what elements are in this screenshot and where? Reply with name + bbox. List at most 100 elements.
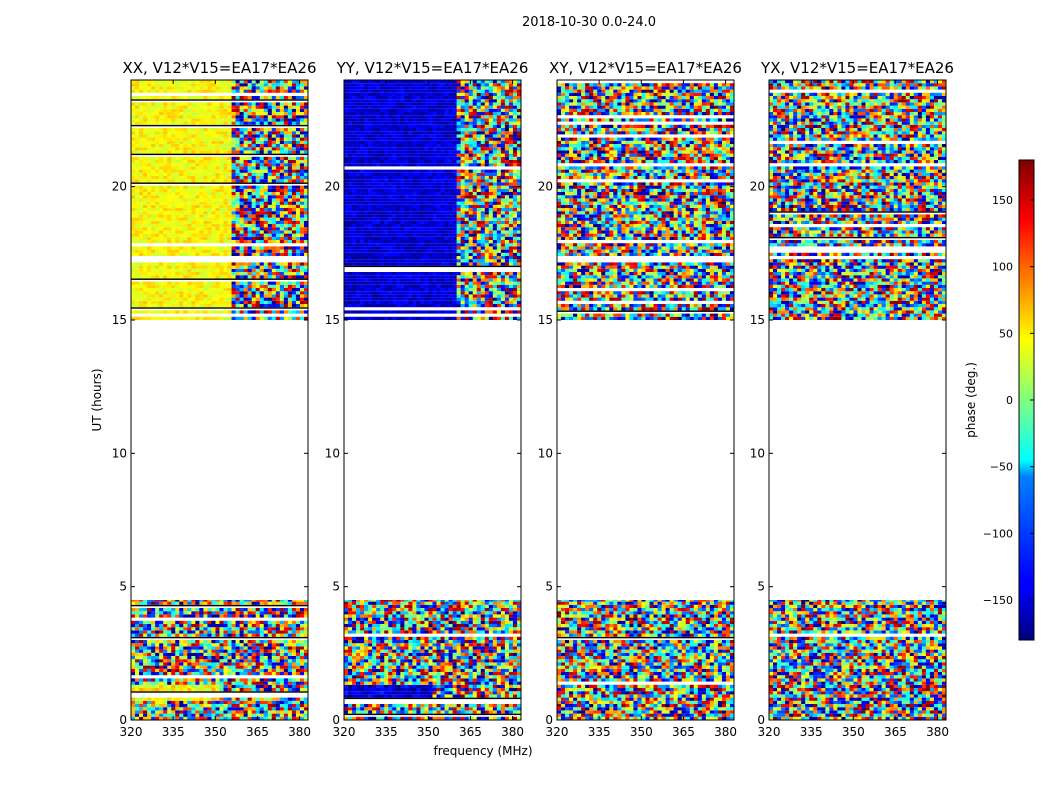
heatmap-cell [404,707,408,710]
heatmap-cell [408,669,412,672]
heatmap-cell [428,666,432,669]
heatmap-cell [457,662,461,665]
heatmap-cell [364,666,368,669]
heatmap-cell [163,134,167,137]
heatmap-cell [195,227,199,230]
heatmap-cell [215,163,219,166]
heatmap-cell [368,662,372,665]
heatmap-cell [384,710,388,713]
heatmap-cell [236,678,240,681]
heatmap-cell [296,166,300,169]
heatmap-cell [292,122,296,125]
heatmap-cell [380,691,384,694]
heatmap-cell [292,310,296,313]
heatmap-cell [203,600,207,602]
heatmap-cell [131,288,135,291]
heatmap-cell [131,621,135,624]
heatmap-cell [224,144,228,147]
heatmap-cell [167,253,171,256]
heatmap-cell [256,630,260,633]
heatmap-cell [175,163,179,166]
heatmap-cell [360,675,364,678]
heatmap-cell [199,262,203,265]
heatmap-cell [163,246,167,249]
heatmap-cell [404,694,408,697]
heatmap-cell [220,224,224,227]
heatmap-cell [256,710,260,713]
heatmap-cell [139,96,143,99]
heatmap-cell [457,682,461,685]
heatmap-cell [264,621,268,624]
heatmap-cell [296,179,300,182]
heatmap-cell [207,134,211,137]
heatmap-cell [276,179,280,182]
heatmap-cell [163,269,167,272]
heatmap-cell [248,179,252,182]
heatmap-cell [272,704,276,707]
heatmap-cell [240,102,244,105]
heatmap-cell [509,675,513,678]
heatmap-cell [300,659,304,662]
heatmap-cell [155,630,159,633]
heatmap-cell [135,96,139,99]
heatmap-cell [284,710,288,713]
heatmap-cell [131,600,135,602]
heatmap-cell [207,224,211,227]
heatmap-cell [183,688,187,691]
heatmap-cell [400,704,404,707]
heatmap-cell [151,202,155,205]
heatmap-cell [203,266,207,269]
heatmap-cell [167,147,171,150]
heatmap-cell [183,166,187,169]
heatmap-cell [256,102,260,105]
heatmap-cell [195,288,199,291]
heatmap-cell [155,659,159,662]
heatmap-cell [167,205,171,208]
heatmap-cell [268,704,272,707]
heatmap-cell [236,192,240,195]
heatmap-cell [268,253,272,256]
heatmap-cell [280,166,284,169]
heatmap-cell [280,666,284,669]
heatmap-cell [203,240,207,243]
heatmap-cell [248,685,252,688]
heatmap-cell [224,112,228,115]
heatmap-cell [220,634,224,637]
heatmap-cell [215,250,219,253]
heatmap-cell [296,682,300,685]
heatmap-cell [356,688,360,691]
heatmap-cell [292,109,296,112]
heatmap-cell [191,96,195,99]
heatmap-cell [203,304,207,307]
heatmap-cell [284,157,288,160]
heatmap-cell [228,643,232,646]
heatmap-cell [167,656,171,659]
heatmap-cell [147,646,151,649]
heatmap-cell [187,310,191,313]
heatmap-cell [272,90,276,93]
heatmap-cell [179,298,183,301]
heatmap-cell [167,678,171,681]
heatmap-cell [163,102,167,105]
heatmap-cell [268,662,272,665]
heatmap-cell [300,640,304,643]
heatmap-cell [232,246,236,249]
heatmap-cell [167,275,171,278]
heatmap-cell [207,285,211,288]
heatmap-cell [469,688,473,691]
heatmap-cell [292,163,296,166]
heatmap-cell [187,634,191,637]
heatmap-cell [199,634,203,637]
heatmap-cell [215,131,219,134]
heatmap-cell [260,227,264,230]
heatmap-cell [288,224,292,227]
heatmap-cell [260,666,264,669]
heatmap-cell [228,237,232,240]
heatmap-cell [248,144,252,147]
heatmap-cell [288,643,292,646]
heatmap-cell [296,208,300,211]
heatmap-cell [348,662,352,665]
heatmap-cell [352,688,356,691]
heatmap-cell [248,253,252,256]
heatmap-cell [380,669,384,672]
